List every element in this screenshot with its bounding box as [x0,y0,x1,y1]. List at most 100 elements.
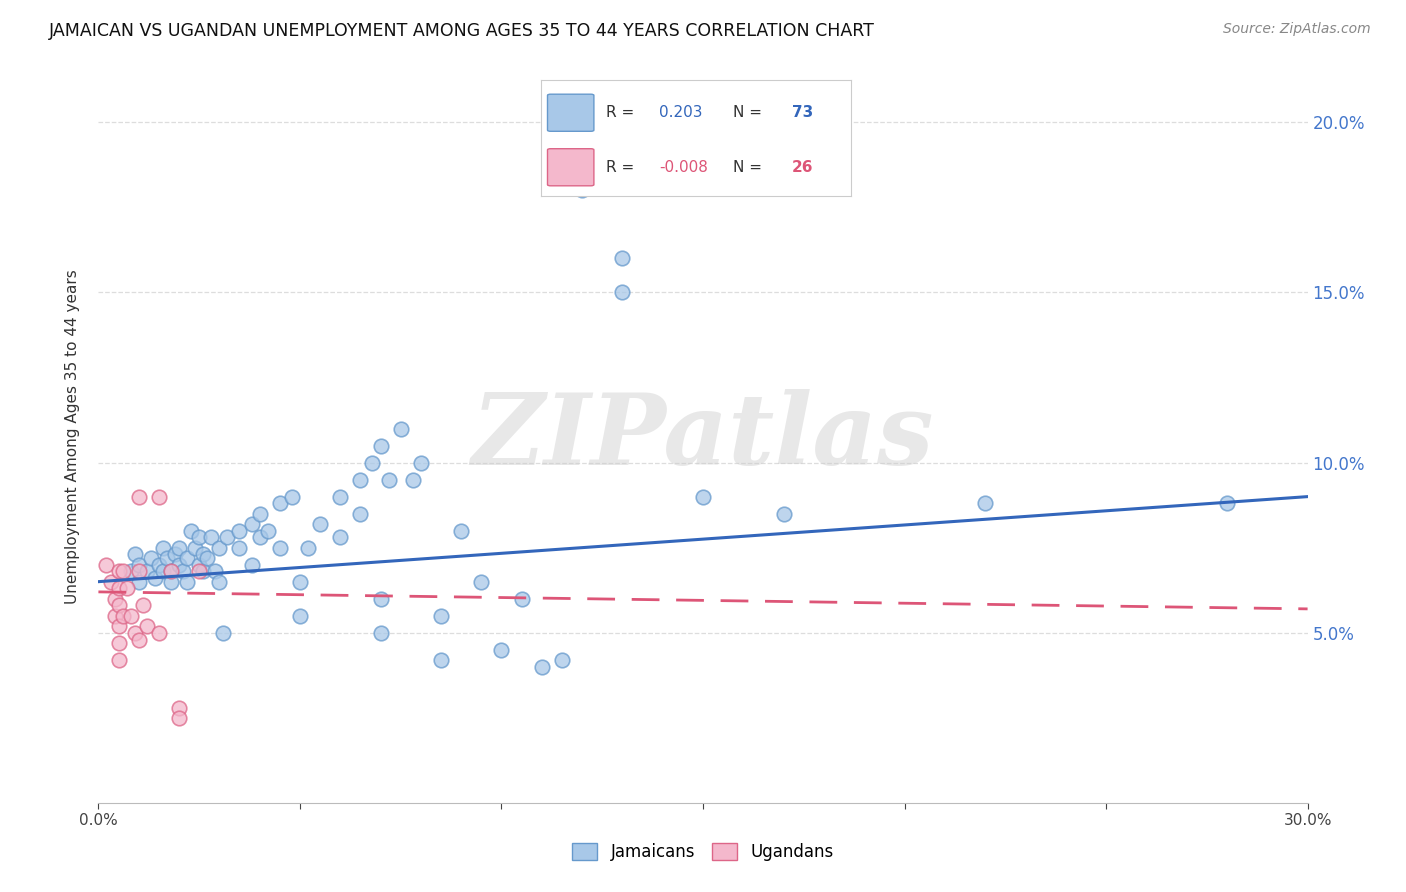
Point [160,574,183,589]
Point [288,574,311,589]
Point [128,490,150,504]
Point [530,659,553,673]
Point [240,516,263,531]
Point [249,507,271,521]
Point [430,653,453,667]
Point [208,574,231,589]
Point [115,582,138,596]
Point [160,565,183,579]
Point [176,574,198,589]
Point [510,591,533,606]
Point [193,548,215,562]
Point [100,574,122,589]
Legend: Jamaicans, Ugandans: Jamaicans, Ugandans [565,836,841,868]
Point [107,582,129,596]
Point [124,548,146,562]
Point [228,541,250,555]
Point [430,608,453,623]
Y-axis label: Unemployment Among Ages 35 to 44 years: Unemployment Among Ages 35 to 44 years [65,269,80,605]
Text: N =: N = [733,160,766,175]
Point [612,285,634,300]
Point [551,653,574,667]
Point [176,550,198,565]
Point [111,565,134,579]
Point [1216,496,1239,510]
Point [329,531,352,545]
Point [281,490,304,504]
Point [208,541,231,555]
Point [132,599,155,613]
Point [370,439,392,453]
Point [167,711,190,725]
FancyBboxPatch shape [547,95,593,131]
Text: 26: 26 [792,160,813,175]
Point [135,619,157,633]
Text: N =: N = [733,105,766,120]
Point [111,608,134,623]
Point [160,565,183,579]
Point [143,571,166,585]
Point [167,700,190,714]
Point [96,558,118,572]
Point [193,565,215,579]
Point [107,599,129,613]
Point [163,548,186,562]
Point [217,531,239,545]
Point [361,456,384,470]
Point [107,653,129,667]
Point [349,507,371,521]
Point [120,565,142,579]
Point [974,496,997,510]
Text: R =: R = [606,160,640,175]
Point [249,531,271,545]
Point [124,625,146,640]
Point [128,565,150,579]
Point [370,625,392,640]
Point [409,456,432,470]
Point [107,619,129,633]
Point [212,625,235,640]
Point [128,558,150,572]
Point [188,531,211,545]
Point [389,421,412,435]
Point [269,541,291,555]
Text: Source: ZipAtlas.com: Source: ZipAtlas.com [1223,22,1371,37]
Point [309,516,332,531]
Point [167,558,190,572]
Point [692,490,714,504]
Point [188,565,211,579]
Point [228,524,250,538]
Point [349,473,371,487]
Point [200,531,222,545]
Point [148,558,170,572]
Text: ZIPatlas: ZIPatlas [472,389,934,485]
Point [377,473,399,487]
Text: 73: 73 [792,105,813,120]
Point [167,541,190,555]
Point [103,608,125,623]
Point [288,608,311,623]
FancyBboxPatch shape [547,149,593,186]
Point [612,252,634,266]
Text: R =: R = [606,105,640,120]
Point [152,541,174,555]
Point [470,574,492,589]
Point [402,473,425,487]
Point [148,490,170,504]
Point [188,558,211,572]
Point [180,524,202,538]
Point [269,496,291,510]
Point [148,625,170,640]
Point [107,565,129,579]
Point [135,565,157,579]
Point [297,541,319,555]
Point [204,565,226,579]
Point [329,490,352,504]
Point [103,591,125,606]
Point [120,608,142,623]
Point [571,183,593,197]
Point [195,550,218,565]
Point [107,636,129,650]
Point [370,591,392,606]
Point [256,524,278,538]
